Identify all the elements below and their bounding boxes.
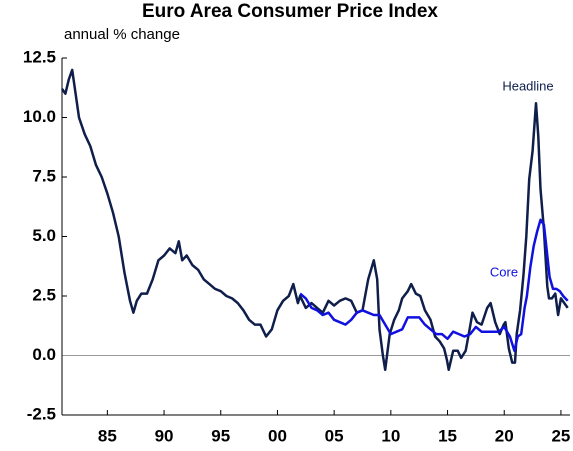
x-tick-label: 15 xyxy=(438,426,457,445)
series-line xyxy=(60,68,569,372)
series-line xyxy=(299,218,569,352)
y-tick-label: 10.0 xyxy=(23,107,56,126)
chart-subtitle: annual % change xyxy=(64,26,180,43)
x-tick-label: 90 xyxy=(155,426,174,445)
y-tick-label: 7.5 xyxy=(32,166,56,185)
x-tick-label: 85 xyxy=(98,426,117,445)
y-tick-label: -2.5 xyxy=(27,404,56,423)
y-tick-label: 0.0 xyxy=(32,345,56,364)
chart-title: Euro Area Consumer Price Index xyxy=(142,1,438,22)
x-tick-label: 00 xyxy=(268,426,287,445)
x-tick-label: 10 xyxy=(381,426,400,445)
x-tick-label: 05 xyxy=(325,426,344,445)
y-tick-label: 5.0 xyxy=(32,226,56,245)
x-tick-label: 20 xyxy=(495,426,514,445)
y-tick-label: 2.5 xyxy=(32,285,56,304)
series-label: Core xyxy=(490,264,518,279)
series-label: Headline xyxy=(502,78,553,93)
x-tick-label: 25 xyxy=(551,426,570,445)
x-tick-label: 95 xyxy=(211,426,230,445)
y-tick-label: 12.5 xyxy=(23,47,56,66)
